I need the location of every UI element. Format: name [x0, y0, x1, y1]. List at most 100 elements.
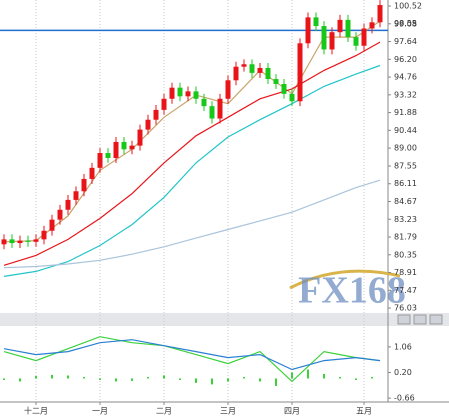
- y-tick-label: 83.23: [394, 215, 417, 224]
- y-tick-label: 90.44: [394, 126, 417, 135]
- x-tick-label: 四月: [284, 407, 300, 416]
- candle-body: [241, 64, 247, 67]
- candle-body: [65, 199, 71, 210]
- candle-body: [73, 191, 79, 200]
- candle-body: [201, 98, 207, 107]
- y-tick-label: 94.76: [394, 73, 417, 82]
- y-tick-label: 84.67: [394, 197, 417, 206]
- candle-body: [353, 37, 359, 46]
- y-tick-label: 77.47: [394, 286, 417, 295]
- moving-average-line: [3, 41, 381, 266]
- candle-body: [161, 98, 167, 110]
- y-tick-label: 100.52: [394, 2, 422, 11]
- candle-body: [153, 109, 159, 120]
- histogram-bar: [211, 378, 213, 385]
- histogram-bar: [227, 378, 229, 382]
- histogram-bar: [163, 375, 165, 379]
- histogram-bar: [147, 376, 149, 379]
- maximize-button[interactable]: [413, 314, 427, 325]
- candle-body: [217, 98, 223, 119]
- candle-body: [9, 239, 15, 244]
- y-tick-label: 96.20: [394, 55, 417, 64]
- x-tick-label: 三月: [220, 407, 236, 416]
- y-tick-label: 91.88: [394, 108, 417, 117]
- histogram-bar: [291, 372, 293, 379]
- histogram-bar: [275, 378, 277, 386]
- candle-body: [97, 153, 103, 168]
- indicator-line: [3, 336, 381, 383]
- y-tick-label: 1.06: [394, 342, 412, 351]
- candle-body: [249, 64, 255, 73]
- candle-body: [361, 28, 367, 46]
- y-tick-label: 0.20: [394, 368, 412, 377]
- histogram-bar: [243, 376, 245, 379]
- histogram-bar: [67, 375, 69, 379]
- indicator-line: [3, 339, 381, 371]
- y-tick-label: 76.03: [394, 304, 417, 313]
- histogram-bar: [323, 373, 325, 379]
- candle-body: [33, 239, 39, 242]
- y-tick-label: 86.11: [394, 179, 417, 188]
- candle-body: [369, 22, 375, 29]
- candle-body: [41, 230, 47, 240]
- candle-body: [1, 239, 7, 245]
- histogram-bar: [307, 369, 309, 379]
- candle-body: [129, 145, 135, 150]
- x-tick-label: 二月: [156, 407, 172, 416]
- y-tick-label: 87.55: [394, 161, 417, 170]
- candle-body: [345, 19, 351, 38]
- candle-body: [305, 17, 311, 44]
- reference-label: 98.55: [394, 19, 417, 28]
- candle-body: [329, 32, 335, 50]
- moving-average-line: [3, 64, 381, 277]
- close-button[interactable]: [429, 314, 443, 325]
- candle-body: [105, 153, 111, 158]
- y-tick-label: 89.00: [394, 144, 417, 153]
- moving-average-line: [3, 179, 381, 269]
- y-tick-label: 97.64: [394, 37, 417, 46]
- candle-body: [81, 178, 87, 192]
- candle-body: [89, 167, 95, 179]
- candle-body: [169, 87, 175, 99]
- candle-body: [281, 83, 287, 94]
- candle-body: [49, 219, 55, 231]
- candle-body: [17, 240, 23, 244]
- histogram-bar: [3, 378, 5, 380]
- y-tick-label: 93.32: [394, 90, 417, 99]
- candle-body: [113, 141, 119, 158]
- minimize-button[interactable]: [397, 314, 411, 325]
- histogram-bar: [195, 378, 197, 383]
- histogram-bar: [99, 378, 101, 380]
- watermark-swoosh: [289, 269, 401, 290]
- histogram-bar: [339, 376, 341, 379]
- candle-body: [193, 91, 199, 99]
- candle-body: [185, 91, 191, 97]
- y-tick-label: 80.35: [394, 250, 417, 259]
- y-tick-label: 81.79: [394, 233, 417, 242]
- histogram-bar: [355, 378, 357, 380]
- candle-body: [209, 106, 215, 119]
- candle-body: [57, 209, 63, 220]
- watermark: FX168: [298, 270, 406, 312]
- y-tick-label: 78.91: [394, 268, 417, 277]
- histogram-bar: [259, 378, 261, 382]
- candle-body: [257, 67, 263, 73]
- candle-body: [265, 67, 271, 80]
- histogram-bar: [115, 378, 117, 382]
- candle-body: [313, 17, 319, 27]
- histogram-bar: [35, 376, 37, 379]
- candle-body: [321, 26, 327, 50]
- candle-body: [137, 129, 143, 146]
- candle-body: [25, 240, 31, 242]
- panel-header: [0, 313, 449, 326]
- x-tick-label: 五月: [356, 407, 372, 416]
- candle-body: [121, 141, 127, 150]
- x-tick-label: 一月: [92, 407, 108, 416]
- histogram-bar: [371, 376, 373, 379]
- candle-body: [289, 93, 295, 102]
- candle-body: [177, 87, 183, 97]
- candle-body: [377, 5, 383, 23]
- x-tick-label: 十二月: [24, 406, 48, 416]
- candle-body: [273, 79, 279, 84]
